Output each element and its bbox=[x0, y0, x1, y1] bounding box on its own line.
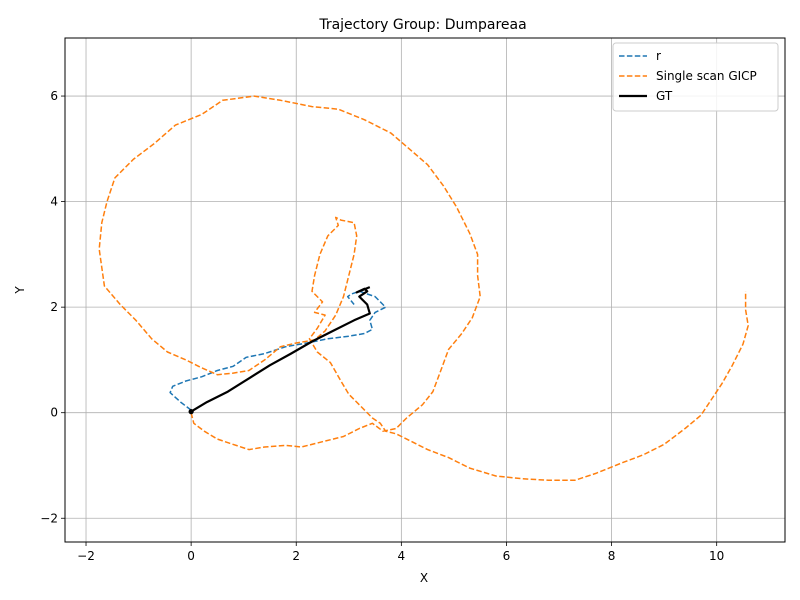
ticks: −2 0 2 4 6 8 10 −2 0 2 4 6 bbox=[40, 89, 724, 563]
x-tick-label: −2 bbox=[77, 549, 95, 563]
chart-title: Trajectory Group: Dumpareaa bbox=[318, 17, 526, 33]
series-line-1 bbox=[98, 95, 749, 482]
x-tick-label: 2 bbox=[292, 549, 300, 563]
legend-label: GT bbox=[656, 89, 673, 103]
legend-label: Single scan GICP bbox=[656, 69, 757, 83]
x-axis-label: X bbox=[420, 571, 428, 585]
series-line-0 bbox=[169, 290, 387, 411]
x-tick-label: 6 bbox=[503, 549, 511, 563]
y-tick-label: 0 bbox=[50, 406, 58, 420]
y-tick-label: −2 bbox=[40, 511, 58, 525]
x-tick-label: 0 bbox=[187, 549, 195, 563]
series-layer bbox=[98, 95, 749, 482]
gt-start-marker bbox=[188, 409, 194, 415]
legend: r Single scan GICP GT bbox=[612, 42, 779, 112]
x-tick-label: 10 bbox=[709, 549, 724, 563]
legend-box bbox=[612, 42, 779, 112]
grid bbox=[65, 38, 785, 542]
x-tick-label: 4 bbox=[398, 549, 406, 563]
legend-label: r bbox=[656, 49, 661, 63]
y-axis-label: Y bbox=[13, 286, 27, 295]
y-tick-label: 4 bbox=[50, 195, 58, 209]
series-line-2 bbox=[190, 286, 371, 413]
y-tick-label: 2 bbox=[50, 300, 58, 314]
x-tick-label: 8 bbox=[608, 549, 616, 563]
y-tick-label: 6 bbox=[50, 89, 58, 103]
plot-frame bbox=[64, 37, 786, 543]
